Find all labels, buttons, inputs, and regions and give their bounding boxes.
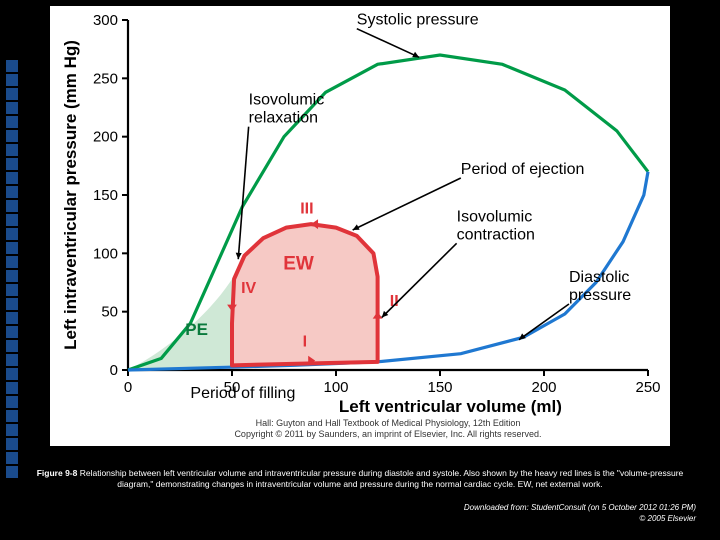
svg-text:150: 150 xyxy=(93,187,118,204)
download-note: Downloaded from: StudentConsult (on 5 Oc… xyxy=(464,503,696,524)
svg-text:I: I xyxy=(303,334,307,351)
svg-text:relaxation: relaxation xyxy=(249,110,318,127)
svg-text:III: III xyxy=(300,201,313,218)
svg-text:300: 300 xyxy=(93,12,118,29)
svg-text:200: 200 xyxy=(531,379,556,396)
svg-text:IV: IV xyxy=(241,280,256,297)
svg-text:Left ventricular volume (ml): Left ventricular volume (ml) xyxy=(339,397,562,416)
svg-text:250: 250 xyxy=(93,70,118,87)
decorative-square-column xyxy=(6,60,18,478)
caption-prefix: Figure 9-8 xyxy=(37,468,80,478)
svg-text:100: 100 xyxy=(93,245,118,262)
svg-text:50: 50 xyxy=(101,304,118,321)
pv-loop-chart: 050100150200250300050100150200250Left ve… xyxy=(50,6,670,446)
svg-text:250: 250 xyxy=(635,379,660,396)
svg-text:Period of filling: Period of filling xyxy=(190,385,295,402)
svg-text:PE: PE xyxy=(185,320,208,339)
svg-text:pressure: pressure xyxy=(569,287,631,304)
svg-text:0: 0 xyxy=(124,379,132,396)
svg-text:Left intraventricular pressure: Left intraventricular pressure (mm Hg) xyxy=(61,40,80,350)
svg-text:Copyright © 2011 by Saunders,: Copyright © 2011 by Saunders, an imprint… xyxy=(234,429,541,439)
svg-text:EW: EW xyxy=(283,254,314,275)
download-line2: © 2005 Elsevier xyxy=(639,514,696,523)
chart-panel: 050100150200250300050100150200250Left ve… xyxy=(50,6,670,446)
svg-text:Diastolic: Diastolic xyxy=(569,269,629,286)
svg-text:Period of ejection: Period of ejection xyxy=(461,161,585,178)
svg-text:Isovolumic: Isovolumic xyxy=(457,208,533,225)
svg-text:contraction: contraction xyxy=(457,226,535,243)
svg-text:Isovolumic: Isovolumic xyxy=(249,92,325,109)
svg-text:200: 200 xyxy=(93,129,118,146)
caption-text: Relationship between left ventricular vo… xyxy=(80,468,684,489)
figure-caption: Figure 9-8 Relationship between left ven… xyxy=(30,468,690,489)
svg-text:100: 100 xyxy=(323,379,348,396)
svg-text:0: 0 xyxy=(110,362,118,379)
svg-text:Systolic pressure: Systolic pressure xyxy=(357,12,479,29)
svg-text:150: 150 xyxy=(427,379,452,396)
download-line1: Downloaded from: StudentConsult (on 5 Oc… xyxy=(464,503,696,512)
svg-text:Hall: Guyton and Hall Textbook: Hall: Guyton and Hall Textbook of Medica… xyxy=(256,418,521,428)
